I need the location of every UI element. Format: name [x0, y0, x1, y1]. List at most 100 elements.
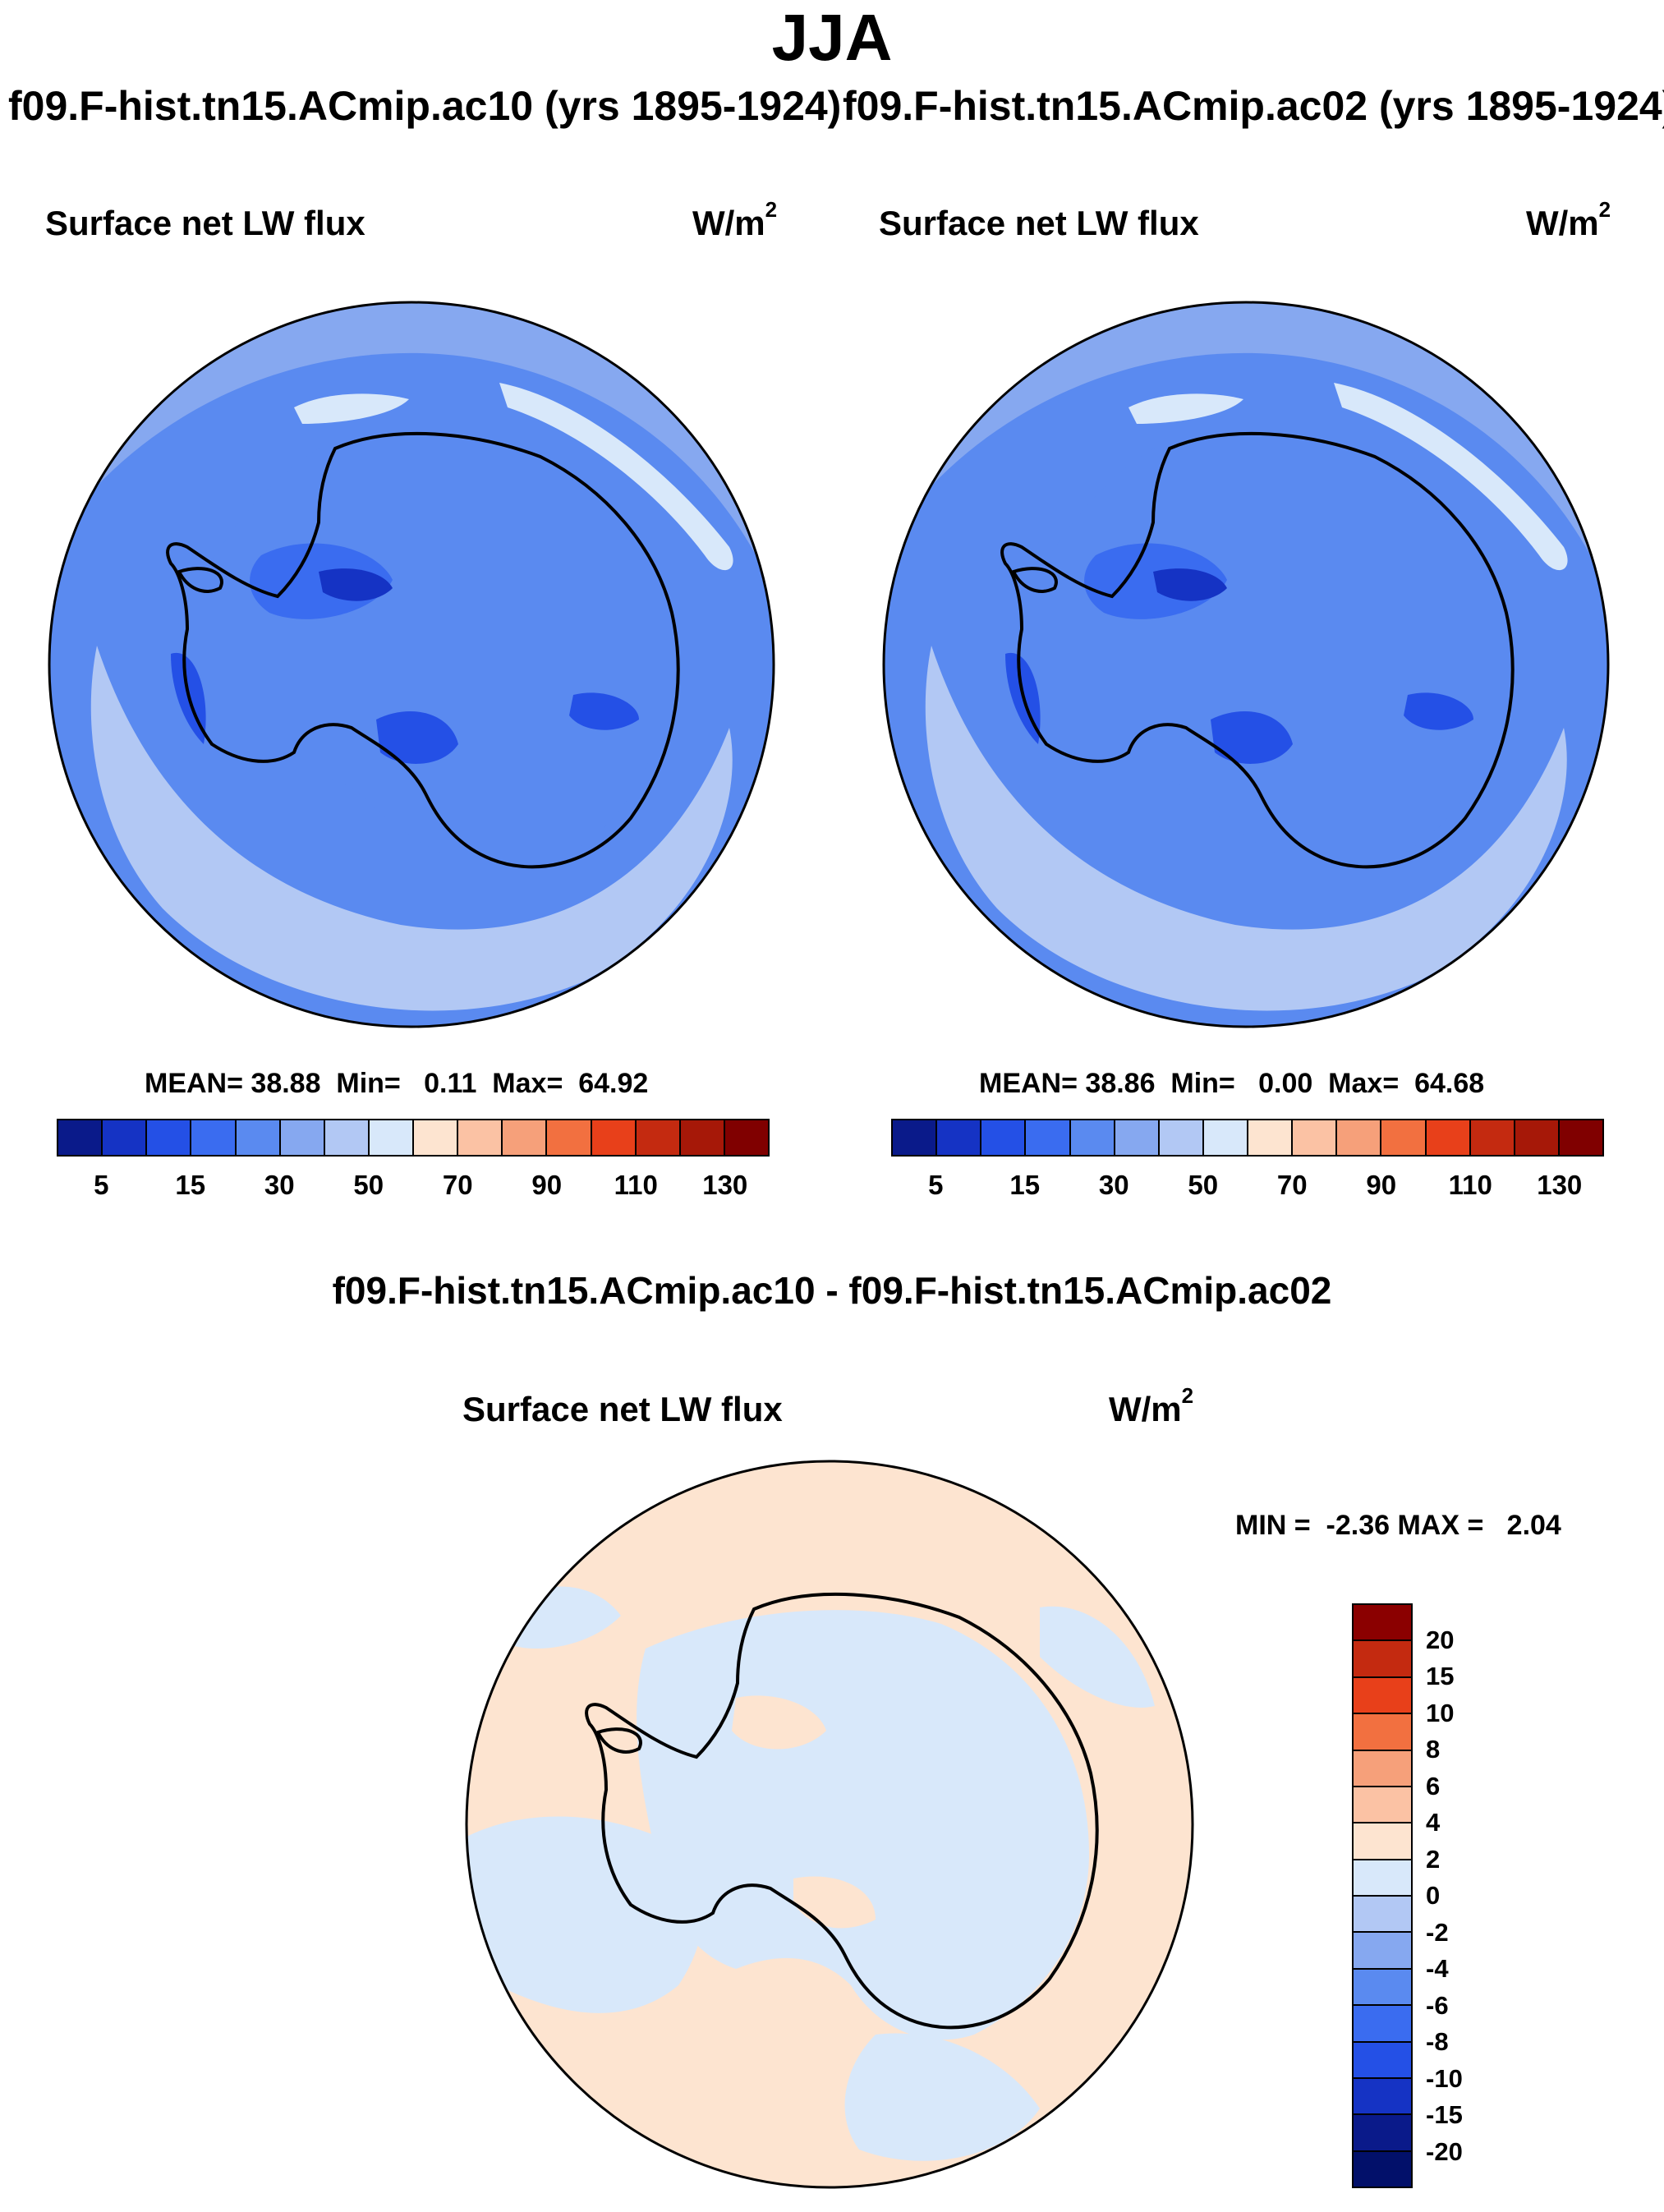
left-panel-units: W/m2 — [692, 197, 778, 242]
colorbar-swatch — [1115, 1120, 1160, 1155]
colorbar-tick-label: 130 — [1537, 1170, 1583, 1200]
left-run-title: f09.F-hist.tn15.ACmip.ac10 (yrs 1895-192… — [8, 83, 842, 129]
colorbar-tick-label: 130 — [702, 1170, 748, 1200]
colorbar-tick-label: 20 — [1426, 1625, 1455, 1654]
colorbar-swatch — [103, 1120, 148, 1155]
colorbar-tick-label: 70 — [1276, 1170, 1308, 1200]
flux-streak — [1334, 383, 1568, 571]
colorbar-swatch — [1426, 1120, 1471, 1155]
colorbar-tick-label: 6 — [1426, 1771, 1441, 1800]
colorbar-swatch — [324, 1120, 370, 1155]
flux-low — [569, 692, 639, 730]
right-panel-variable: Surface net LW flux — [879, 204, 1199, 242]
colorbar-swatch — [1354, 1605, 1411, 1642]
colorbar-swatch — [458, 1120, 503, 1155]
diff-negative-region — [844, 2033, 1040, 2161]
map-boundary — [48, 301, 775, 1028]
colorbar-tick-label: 90 — [531, 1170, 563, 1200]
flux-low — [319, 568, 393, 601]
colorbar-swatch — [724, 1120, 768, 1155]
flux-low — [376, 711, 458, 764]
colorbar-tick-label: -10 — [1426, 2063, 1463, 2093]
right-polar-map — [882, 301, 1610, 1028]
colorbar-tick-label: 4 — [1426, 1808, 1441, 1837]
colorbar-swatch — [1354, 2115, 1411, 2152]
colorbar-swatch — [1515, 1120, 1560, 1155]
map-boundary — [465, 1460, 1194, 2189]
colorbar-swatch — [1354, 2151, 1411, 2187]
colorbar-tick-label: 0 — [1426, 1881, 1441, 1910]
diff-negative-region — [467, 1816, 703, 2013]
flux-low — [1211, 711, 1293, 764]
flux-streak — [294, 393, 409, 424]
colorbar-tick-label: 70 — [442, 1170, 473, 1200]
colorbar-swatch — [1354, 2042, 1411, 2079]
colorbar-swatch — [680, 1120, 725, 1155]
diff-panel-units: W/m2 — [1109, 1383, 1194, 1428]
antarctic-coastline — [1000, 431, 1515, 869]
colorbar-tick-label: 50 — [353, 1170, 384, 1200]
right-colorbar — [891, 1119, 1604, 1157]
colorbar-swatch — [1337, 1120, 1382, 1155]
peninsula-inlet — [177, 567, 223, 593]
colorbar-swatch — [280, 1120, 325, 1155]
colorbar-tick-label: 15 — [1009, 1170, 1041, 1200]
colorbar-swatch — [1354, 2006, 1411, 2043]
flux-band — [925, 646, 1567, 1011]
colorbar-tick-label: 110 — [1448, 1170, 1492, 1200]
colorbar-swatch — [1354, 1787, 1411, 1824]
difference-colorbar-labels: 20 15 10 8 6 4 2 0 -2 -4 -6 -8 -10 -15 -20 — [1426, 1603, 1524, 2188]
map-boundary — [882, 301, 1610, 1028]
right-panel-stats: MEAN= 38.86 Min= 0.00 Max= 64.68 — [979, 1068, 1485, 1099]
right-run-title: f09.F-hist.tn15.ACmip.ac02 (yrs 1895-192… — [843, 83, 1664, 129]
colorbar-swatch — [503, 1120, 548, 1155]
flux-low — [1404, 692, 1473, 730]
antarctic-coastline — [585, 1592, 1099, 2030]
colorbar-tick-label: -4 — [1426, 1954, 1449, 1983]
difference-title: f09.F-hist.tn15.ACmip.ac10 - f09.F-hist.… — [332, 1269, 1332, 1312]
colorbar-swatch — [547, 1120, 592, 1155]
peninsula-inlet — [595, 1727, 642, 1754]
peninsula-inlet — [1011, 567, 1058, 593]
colorbar-tick-label: 8 — [1426, 1735, 1441, 1764]
colorbar-tick-label: 10 — [1426, 1698, 1455, 1727]
left-panel-stats: MEAN= 38.88 Min= 0.11 Max= 64.92 — [145, 1068, 649, 1099]
diff-panel-variable: Surface net LW flux — [462, 1390, 783, 1428]
colorbar-swatch — [636, 1120, 681, 1155]
colorbar-swatch — [1354, 1641, 1411, 1678]
colorbar-tick-label: 30 — [264, 1170, 295, 1200]
colorbar-tick-label: 50 — [1188, 1170, 1219, 1200]
colorbar-swatch — [1203, 1120, 1248, 1155]
colorbar-swatch — [191, 1120, 237, 1155]
colorbar-swatch — [1381, 1120, 1427, 1155]
colorbar-tick-label: -6 — [1426, 1990, 1449, 2020]
diff-positive-patch — [732, 1695, 826, 1750]
colorbar-swatch — [981, 1120, 1027, 1155]
colorbar-tick-label: -2 — [1426, 1917, 1449, 1947]
figure-title: JJA — [771, 1, 893, 74]
diff-positive-patch — [793, 1876, 876, 1929]
colorbar-swatch — [147, 1120, 192, 1155]
flux-low — [1153, 568, 1227, 601]
colorbar-tick-label: 30 — [1098, 1170, 1129, 1200]
colorbar-swatch — [591, 1120, 637, 1155]
colorbar-swatch — [893, 1120, 938, 1155]
colorbar-swatch — [1070, 1120, 1115, 1155]
colorbar-swatch — [1354, 1677, 1411, 1715]
colorbar-swatch — [1354, 1933, 1411, 1970]
colorbar-swatch — [369, 1120, 414, 1155]
colorbar-swatch — [58, 1120, 103, 1155]
flux-streak — [499, 383, 733, 571]
left-colorbar — [57, 1119, 770, 1157]
colorbar-tick-label: -15 — [1426, 2100, 1463, 2129]
colorbar-swatch — [1470, 1120, 1515, 1155]
diff-panel-stats: MIN = -2.36 MAX = 2.04 — [1235, 1510, 1561, 1541]
colorbar-tick-label: 5 — [94, 1170, 109, 1200]
flux-band — [90, 646, 733, 1011]
left-panel-variable: Surface net LW flux — [45, 204, 365, 242]
colorbar-tick-label: -20 — [1426, 2136, 1463, 2166]
left-colorbar-labels: 5 15 30 50 70 90 110 130 — [57, 1170, 770, 1203]
colorbar-swatch — [1559, 1120, 1602, 1155]
right-colorbar-labels: 5 15 30 50 70 90 110 130 — [891, 1170, 1604, 1203]
difference-colorbar — [1352, 1603, 1413, 2188]
